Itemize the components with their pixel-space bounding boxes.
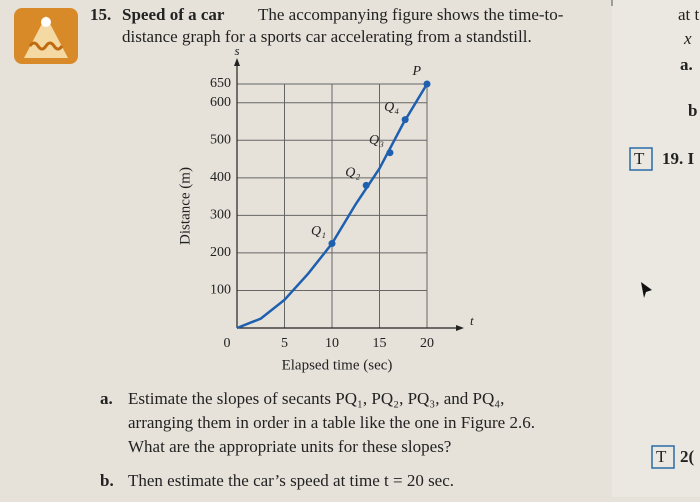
part-text: Estimate the slopes of secants PQ₁, PQ₂,… [128, 389, 504, 408]
problem-number: 15. [90, 5, 111, 24]
problem-heading: Speed of a car [122, 5, 225, 24]
part-letter: a. [100, 389, 113, 408]
x-tick-label: 5 [281, 336, 288, 351]
problem-text: distance graph for a sports car accelera… [122, 27, 532, 46]
chart: 100 200 300 400 500 600 650 0 5 10 15 20 s t Elapsed t… [177, 43, 474, 373]
cursor [641, 282, 652, 298]
y-tick-label: 500 [210, 133, 231, 148]
point [401, 116, 409, 124]
margin-text: a. [680, 55, 693, 74]
badge [629, 147, 653, 171]
y-tick-label: 300 [210, 208, 231, 223]
point-label: Q₂ [345, 166, 360, 181]
point [328, 240, 336, 248]
y-tick-label: 650 [210, 76, 231, 91]
margin-text: 19. I [662, 149, 695, 168]
y-tick-label: 400 [210, 170, 231, 185]
badge [651, 445, 675, 469]
next-column [612, 0, 700, 497]
part-text: Then estimate the car’s speed at time t … [128, 471, 454, 490]
y-axis-symbol: s [234, 43, 239, 58]
margin-text: T [656, 447, 667, 466]
margin-text: 2( [680, 447, 695, 466]
icon [14, 8, 78, 64]
x-arrow [456, 325, 464, 331]
part-text: What are the appropriate units for these… [128, 437, 451, 456]
point [362, 181, 370, 189]
y-tick-label: 600 [210, 95, 231, 110]
margin-text: at t [678, 5, 700, 24]
x-tick-label: 20 [420, 336, 434, 351]
y-axis-label: Distance (m) [177, 167, 193, 245]
point-label: Q₃ [369, 133, 384, 148]
x-axis-symbol: t [470, 313, 474, 328]
margin-text: x [683, 29, 692, 48]
x-tick-label: 15 [373, 336, 387, 351]
x-tick-label: 10 [325, 336, 339, 351]
point [423, 80, 431, 88]
y-tick-label: 200 [210, 245, 231, 260]
x-tick-label: 0 [224, 336, 231, 351]
part-text: arranging them in order in a table like … [128, 413, 535, 432]
x-axis-label: Elapsed time (sec) [282, 357, 393, 373]
problem-text: The accompanying figure shows the time-t… [258, 5, 564, 24]
point-label: Q₁ [311, 224, 326, 239]
point-label: Q₄ [384, 100, 399, 115]
margin-text: b [688, 101, 697, 120]
margin-text: T [634, 149, 645, 168]
part-letter: b. [100, 471, 114, 490]
point [386, 149, 394, 157]
y-tick-label: 100 [210, 283, 231, 298]
y-arrow [234, 58, 240, 66]
point-label: P [411, 64, 421, 79]
